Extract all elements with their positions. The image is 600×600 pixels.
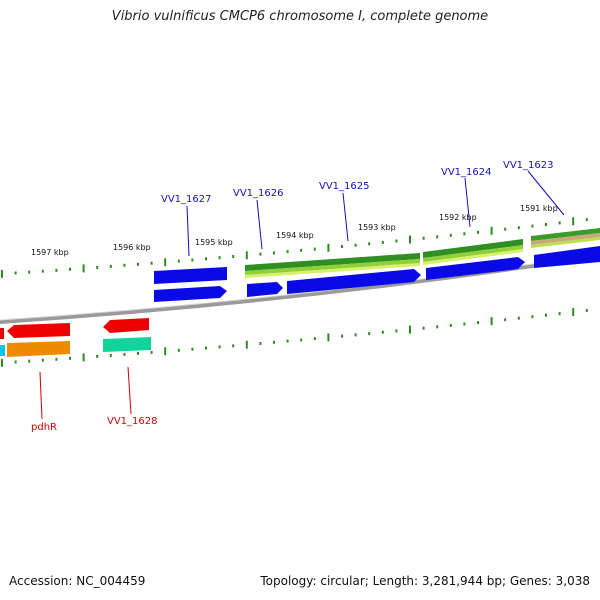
leader-vv1-1626 bbox=[256, 199, 263, 250]
lower-tick-track bbox=[1, 308, 588, 367]
forward-genes bbox=[154, 246, 600, 302]
leader-vv1-1628 bbox=[127, 366, 132, 415]
genome-stats-text: Topology: circular; Length: 3,281,944 bp… bbox=[260, 574, 590, 588]
gene-label-vv1-1623[interactable]: VV1_1623 bbox=[503, 160, 554, 171]
kbp-scale-labels: 1597 kbp 1596 kbp 1595 kbp 1594 kbp 1593… bbox=[31, 204, 558, 257]
leader-vv1-1624 bbox=[464, 177, 471, 228]
kbp-label-1597: 1597 kbp bbox=[31, 248, 69, 257]
green-track-mid-2 bbox=[423, 245, 523, 262]
kbp-label-1595: 1595 kbp bbox=[195, 238, 233, 247]
gene-cyan-edge[interactable] bbox=[0, 345, 5, 356]
leader-vv1-1625 bbox=[342, 192, 349, 242]
kbp-label-1591: 1591 kbp bbox=[520, 204, 558, 213]
leader-vv1-1627 bbox=[186, 205, 190, 257]
kbp-label-1592: 1592 kbp bbox=[439, 213, 477, 222]
green-track-light-3 bbox=[531, 237, 600, 248]
gene-vv1-1627-upper[interactable] bbox=[154, 267, 227, 284]
gene-label-leaders-bottom bbox=[39, 366, 132, 420]
gene-pdhr-orange[interactable] bbox=[7, 341, 70, 357]
gene-vv1-1627-lower[interactable] bbox=[154, 286, 227, 302]
gene-label-vv1-1625[interactable]: VV1_1625 bbox=[319, 181, 370, 192]
green-track-light-1 bbox=[245, 263, 420, 278]
gene-vv1-1623[interactable] bbox=[534, 246, 600, 268]
gene-vv1-1625[interactable] bbox=[287, 269, 421, 294]
green-track-light-2 bbox=[423, 249, 523, 265]
upper-tick-track bbox=[1, 217, 588, 278]
gene-label-vv1-1626[interactable]: VV1_1626 bbox=[233, 188, 284, 199]
reverse-genes bbox=[0, 318, 151, 357]
green-track-dark-3 bbox=[531, 228, 600, 241]
kbp-label-1594: 1594 kbp bbox=[276, 231, 314, 240]
map-title: Vibrio vulnificus CMCP6 chromosome I, co… bbox=[111, 9, 489, 24]
green-track-dark-2 bbox=[423, 239, 523, 258]
gene-vv1-1628-teal[interactable] bbox=[103, 337, 151, 352]
kbp-label-1596: 1596 kbp bbox=[113, 243, 151, 252]
gene-label-leaders-top bbox=[186, 170, 565, 257]
gene-vv1-1626[interactable] bbox=[247, 282, 283, 297]
gene-vv1-1628[interactable] bbox=[103, 318, 149, 333]
gene-vv1-1624[interactable] bbox=[426, 257, 525, 280]
gene-label-pdhr[interactable]: pdhR bbox=[31, 422, 57, 433]
leader-pdhr bbox=[39, 371, 43, 420]
gene-red-edge[interactable] bbox=[0, 328, 4, 339]
gene-label-vv1-1624[interactable]: VV1_1624 bbox=[441, 167, 492, 178]
green-track-dark-1 bbox=[245, 253, 420, 271]
kbp-label-1593: 1593 kbp bbox=[358, 223, 396, 232]
gene-label-vv1-1628[interactable]: VV1_1628 bbox=[107, 416, 158, 427]
gene-pdhr[interactable] bbox=[7, 323, 70, 338]
gene-label-vv1-1627[interactable]: VV1_1627 bbox=[161, 194, 212, 205]
accession-text: Accession: NC_004459 bbox=[9, 574, 146, 588]
leader-vv1-1623 bbox=[527, 170, 565, 216]
analysis-track-green bbox=[245, 228, 600, 278]
green-track-tan-3 bbox=[531, 233, 600, 245]
green-track-mid-1 bbox=[245, 259, 420, 275]
